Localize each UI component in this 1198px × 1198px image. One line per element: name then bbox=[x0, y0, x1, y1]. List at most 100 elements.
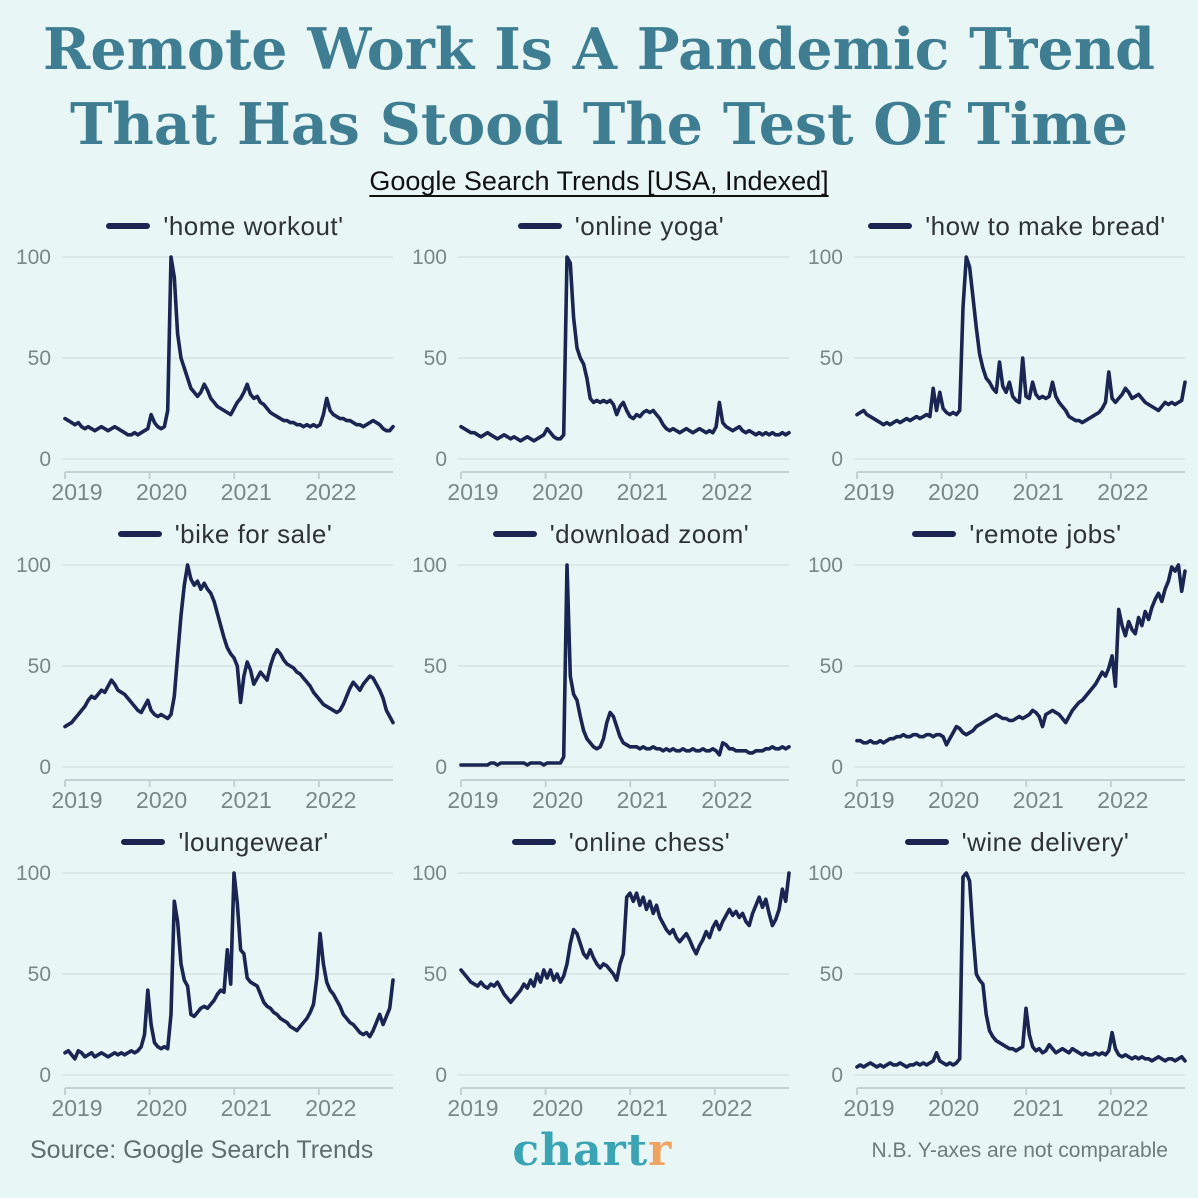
svg-text:2022: 2022 bbox=[701, 479, 752, 505]
legend-line-swatch bbox=[106, 223, 151, 230]
svg-text:2022: 2022 bbox=[1097, 1095, 1148, 1121]
legend-line-swatch bbox=[517, 223, 562, 230]
svg-text:50: 50 bbox=[424, 347, 447, 370]
chart-legend: 'how to make bread' bbox=[842, 209, 1192, 243]
svg-text:50: 50 bbox=[820, 963, 843, 986]
line-chart-loungewear: 0 50 100 2019 2020 2021 2022 bbox=[16, 862, 395, 1121]
svg-text:50: 50 bbox=[820, 347, 843, 370]
chartr-logo: chartr bbox=[512, 1125, 672, 1176]
svg-text:0: 0 bbox=[831, 1064, 843, 1087]
page-subtitle: Google Search Trends [USA, Indexed] bbox=[369, 166, 829, 197]
line-chart-download-zoom: 0 50 100 2019 2020 2021 2022 bbox=[412, 554, 791, 813]
legend-line-swatch bbox=[121, 839, 166, 846]
svg-text:50: 50 bbox=[820, 655, 843, 678]
chart-cell-wine-delivery: 'wine delivery' 0 50 100 2019 2020 2021 2022 bbox=[798, 821, 1192, 1123]
chartr-logo-orange: r bbox=[648, 1125, 673, 1177]
chart-legend: 'home workout' bbox=[50, 209, 400, 243]
svg-text:2019: 2019 bbox=[51, 787, 102, 813]
chart-legend: 'loungewear' bbox=[50, 825, 400, 859]
legend-label: 'loungewear' bbox=[178, 826, 329, 857]
svg-text:100: 100 bbox=[808, 862, 843, 885]
chart-cell-download-zoom: 'download zoom' 0 50 100 2019 2020 2021 2022 bbox=[402, 513, 796, 815]
legend-label: 'home workout' bbox=[163, 210, 344, 241]
svg-text:2019: 2019 bbox=[447, 1095, 498, 1121]
page-title: Remote Work Is A Pandemic Trend That Has… bbox=[0, 0, 1198, 162]
svg-text:2021: 2021 bbox=[1013, 787, 1064, 813]
legend-line-swatch bbox=[912, 531, 957, 538]
legend-line-swatch bbox=[904, 839, 949, 846]
chart-cell-online-chess: 'online chess' 0 50 100 2019 2020 2021 2022 bbox=[402, 821, 796, 1123]
svg-text:100: 100 bbox=[412, 246, 447, 269]
svg-text:2021: 2021 bbox=[1013, 1095, 1064, 1121]
chart-cell-bike-for-sale: 'bike for sale' 0 50 100 2019 2020 2021 2022 bbox=[6, 513, 400, 815]
svg-text:2020: 2020 bbox=[136, 1095, 187, 1121]
svg-text:2022: 2022 bbox=[305, 787, 356, 813]
chart-legend: 'bike for sale' bbox=[50, 517, 400, 551]
svg-text:50: 50 bbox=[424, 655, 447, 678]
footer: Source: Google Search Trends chartr N.B.… bbox=[0, 1123, 1198, 1176]
svg-text:0: 0 bbox=[39, 756, 51, 779]
svg-text:2022: 2022 bbox=[1097, 479, 1148, 505]
charts-grid: 'home workout' 0 50 100 2019 2020 2021 2022 'o… bbox=[0, 197, 1198, 1123]
line-chart-how-to-make-bread: 0 50 100 2019 2020 2021 2022 bbox=[808, 246, 1187, 505]
chart-legend: 'wine delivery' bbox=[842, 825, 1192, 859]
legend-label: 'remote jobs' bbox=[969, 518, 1122, 549]
svg-text:2020: 2020 bbox=[136, 479, 187, 505]
svg-text:100: 100 bbox=[16, 246, 51, 269]
source-credit: Source: Google Search Trends bbox=[30, 1136, 374, 1165]
line-chart-remote-jobs: 0 50 100 2019 2020 2021 2022 bbox=[808, 554, 1187, 813]
line-chart-online-yoga: 0 50 100 2019 2020 2021 2022 bbox=[412, 246, 791, 505]
svg-text:50: 50 bbox=[424, 963, 447, 986]
svg-text:2019: 2019 bbox=[843, 479, 894, 505]
chart-cell-loungewear: 'loungewear' 0 50 100 2019 2020 2021 2022 bbox=[6, 821, 400, 1123]
legend-label: 'online yoga' bbox=[574, 210, 725, 241]
svg-text:2021: 2021 bbox=[221, 479, 272, 505]
legend-line-swatch bbox=[511, 839, 556, 846]
svg-text:2021: 2021 bbox=[617, 479, 668, 505]
axes-note: N.B. Y-axes are not comparable bbox=[871, 1138, 1168, 1162]
chart-cell-remote-jobs: 'remote jobs' 0 50 100 2019 2020 2021 2022 bbox=[798, 513, 1192, 815]
svg-text:2022: 2022 bbox=[701, 1095, 752, 1121]
svg-text:2022: 2022 bbox=[305, 1095, 356, 1121]
chart-cell-home-workout: 'home workout' 0 50 100 2019 2020 2021 2022 bbox=[6, 205, 400, 507]
line-chart-wine-delivery: 0 50 100 2019 2020 2021 2022 bbox=[808, 862, 1187, 1121]
svg-text:0: 0 bbox=[435, 756, 447, 779]
svg-text:2021: 2021 bbox=[221, 787, 272, 813]
svg-text:100: 100 bbox=[412, 862, 447, 885]
svg-text:2021: 2021 bbox=[617, 1095, 668, 1121]
page-title-line2: That Has Stood The Test Of Time bbox=[70, 91, 1128, 159]
svg-text:2020: 2020 bbox=[532, 787, 583, 813]
chart-legend: 'download zoom' bbox=[446, 517, 796, 551]
svg-text:2019: 2019 bbox=[51, 1095, 102, 1121]
svg-text:2019: 2019 bbox=[51, 479, 102, 505]
line-chart-home-workout: 0 50 100 2019 2020 2021 2022 bbox=[16, 246, 395, 505]
svg-text:0: 0 bbox=[831, 756, 843, 779]
svg-text:100: 100 bbox=[808, 246, 843, 269]
page-title-line1: Remote Work Is A Pandemic Trend bbox=[42, 16, 1156, 83]
svg-text:2020: 2020 bbox=[928, 787, 979, 813]
svg-text:50: 50 bbox=[28, 655, 51, 678]
svg-text:2019: 2019 bbox=[843, 1095, 894, 1121]
chartr-logo-teal: chart bbox=[512, 1125, 649, 1177]
svg-text:2021: 2021 bbox=[1013, 479, 1064, 505]
svg-text:2019: 2019 bbox=[447, 479, 498, 505]
svg-text:0: 0 bbox=[39, 448, 51, 471]
svg-text:0: 0 bbox=[435, 448, 447, 471]
svg-text:2020: 2020 bbox=[928, 1095, 979, 1121]
chart-cell-how-to-make-bread: 'how to make bread' 0 50 100 2019 2020 2021 20… bbox=[798, 205, 1192, 507]
svg-text:0: 0 bbox=[435, 1064, 447, 1087]
svg-text:2020: 2020 bbox=[532, 1095, 583, 1121]
svg-text:2022: 2022 bbox=[701, 787, 752, 813]
svg-text:100: 100 bbox=[16, 554, 51, 577]
legend-line-swatch bbox=[117, 531, 162, 538]
svg-text:2019: 2019 bbox=[843, 787, 894, 813]
svg-text:100: 100 bbox=[16, 862, 51, 885]
svg-text:100: 100 bbox=[412, 554, 447, 577]
legend-label: 'wine delivery' bbox=[961, 826, 1130, 857]
chart-legend: 'remote jobs' bbox=[842, 517, 1192, 551]
svg-text:0: 0 bbox=[831, 448, 843, 471]
svg-text:2021: 2021 bbox=[221, 1095, 272, 1121]
svg-text:2019: 2019 bbox=[447, 787, 498, 813]
chart-legend: 'online yoga' bbox=[446, 209, 796, 243]
